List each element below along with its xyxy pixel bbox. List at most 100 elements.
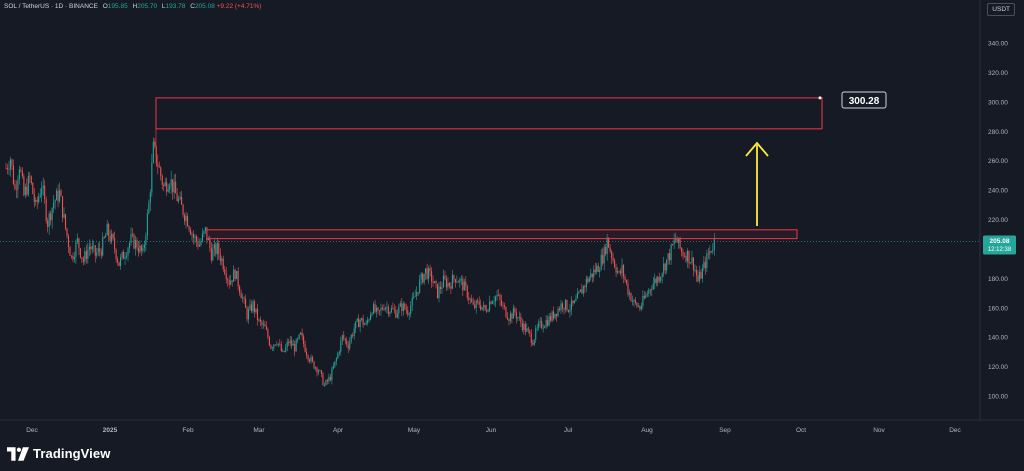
candle-body (651, 289, 653, 290)
candle-body (307, 355, 309, 360)
candle-body (474, 304, 476, 309)
candle-body (567, 310, 570, 312)
candle-body (486, 309, 488, 312)
candle-body (445, 278, 447, 288)
candle-body (478, 301, 480, 305)
candle-body (676, 238, 678, 243)
candle-body (128, 243, 131, 249)
candle-body (483, 305, 485, 308)
candle-body (134, 240, 137, 249)
candle-body (582, 286, 584, 294)
candle-body (518, 316, 520, 318)
candle-body (294, 343, 296, 352)
candle-body (612, 257, 614, 261)
y-tick-label: 120.00 (988, 364, 1008, 371)
candle-body (84, 251, 86, 262)
candle-body (11, 159, 13, 166)
candle-body (265, 326, 267, 330)
candle-body (495, 296, 497, 302)
candle-body (82, 258, 84, 262)
candle-body (279, 343, 281, 345)
candle-body (146, 213, 148, 236)
resistance-zone-box[interactable] (206, 229, 798, 240)
candle-body (130, 234, 132, 244)
candle-body (182, 204, 184, 215)
candle-body (233, 269, 235, 282)
candle-body (117, 259, 119, 263)
candle-body (602, 254, 604, 264)
candle-body (142, 248, 144, 251)
candle-body (343, 335, 345, 339)
tradingview-logo[interactable]: TradingView (7, 446, 110, 461)
candle-body (332, 366, 334, 369)
candle-body (608, 237, 610, 248)
candle-body (90, 246, 92, 250)
breakout-arrow[interactable] (745, 141, 769, 226)
candle-body (462, 278, 464, 291)
candle-body (48, 213, 50, 228)
candle-body (148, 202, 150, 214)
candle-body (99, 248, 101, 252)
candle-body (575, 298, 577, 302)
candle-body (365, 322, 367, 325)
candle-body (670, 244, 672, 261)
candle-body (228, 280, 230, 285)
candle-body (310, 357, 312, 362)
candle-body (79, 248, 81, 258)
candle-body (133, 234, 135, 249)
candle-body (331, 368, 333, 381)
price-chart[interactable]: 300.28 340.00 320.00 300.00 280.00 260.00 240… (0, 0, 1024, 440)
candle-body (526, 328, 528, 332)
candle-body (706, 253, 708, 269)
candle-body (603, 247, 605, 264)
currency-button[interactable]: USDT (987, 3, 1015, 16)
candle-body (280, 344, 282, 352)
candle-body (401, 303, 403, 311)
candle-body (563, 307, 565, 310)
candle-body (179, 196, 181, 199)
candle-body (502, 305, 504, 306)
y-tick-label: 240.00 (988, 188, 1008, 195)
candle-body (246, 307, 248, 320)
candle-body (709, 251, 711, 255)
candle-body (508, 319, 510, 322)
candle-body (67, 235, 70, 248)
candle-body (359, 319, 361, 328)
candle-body (454, 279, 456, 283)
last-price-badge[interactable]: 205.08 12:12:38 (983, 235, 1016, 255)
candle-body (256, 308, 259, 321)
candle-body (358, 318, 360, 328)
candle-body (419, 279, 421, 293)
candle-body (471, 298, 473, 303)
candle-body (361, 318, 363, 320)
candle-body (59, 190, 61, 202)
candle-body (301, 332, 303, 337)
candle-body (218, 242, 220, 254)
candle-body (426, 268, 428, 279)
candle-body (572, 300, 574, 304)
candle-body (514, 308, 516, 313)
candle-body (225, 273, 227, 280)
candle-body (477, 300, 479, 302)
candle-body (484, 305, 486, 310)
candle-body (545, 320, 547, 327)
candle-body (33, 193, 35, 202)
x-tick-label: Mar (253, 427, 265, 434)
candle-body (173, 181, 175, 193)
candle-body (224, 269, 226, 274)
candle-body (681, 248, 683, 253)
low-value: 193.78 (165, 3, 186, 10)
candle-body (551, 311, 553, 321)
candle-body (298, 334, 300, 339)
target-price-label[interactable]: 300.28 (841, 91, 887, 109)
open-value: 195.85 (107, 3, 128, 10)
candle-body (267, 329, 269, 338)
symbol-header[interactable]: SOL / TetherUS · 1D · BINANCE O195.85 H2… (4, 3, 261, 10)
candle-body (509, 313, 511, 322)
candle-body (243, 297, 245, 299)
candle-body (131, 234, 134, 236)
candle-body (530, 333, 532, 343)
candle-body (364, 324, 366, 325)
candle-body (581, 289, 583, 294)
